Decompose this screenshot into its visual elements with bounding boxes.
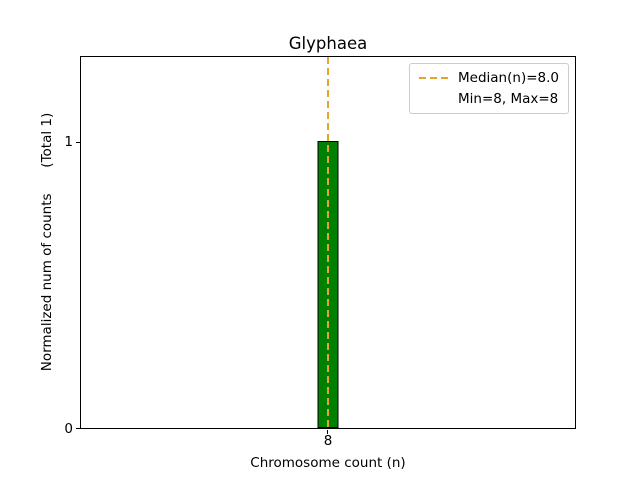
- x-tick-mark-8: [327, 430, 328, 434]
- x-tick-label-8: 8: [323, 433, 333, 449]
- legend-label-median: Median(n)=8.0: [458, 70, 559, 86]
- legend-empty-handle: [419, 98, 449, 100]
- y-tick-mark-0: [76, 428, 80, 429]
- y-tick-mark-1: [76, 142, 80, 143]
- legend-entry-minmax: Min=8, Max=8: [419, 91, 559, 107]
- y-tick-label-1: 1: [64, 134, 73, 150]
- chart-title: Glyphaea: [288, 34, 368, 53]
- median-line: [327, 57, 329, 428]
- median-line-legend-sample: [419, 77, 450, 79]
- legend-label-minmax: Min=8, Max=8: [458, 91, 559, 107]
- y-axis-label: Normalized num of counts (Total 1): [39, 112, 55, 372]
- plot-area: Median(n)=8.0 Min=8, Max=8: [80, 56, 576, 429]
- y-tick-label-0: 0: [64, 421, 73, 437]
- legend: Median(n)=8.0 Min=8, Max=8: [409, 63, 569, 114]
- x-axis-label: Chromosome count (n): [250, 455, 406, 471]
- legend-entry-median: Median(n)=8.0: [419, 70, 559, 86]
